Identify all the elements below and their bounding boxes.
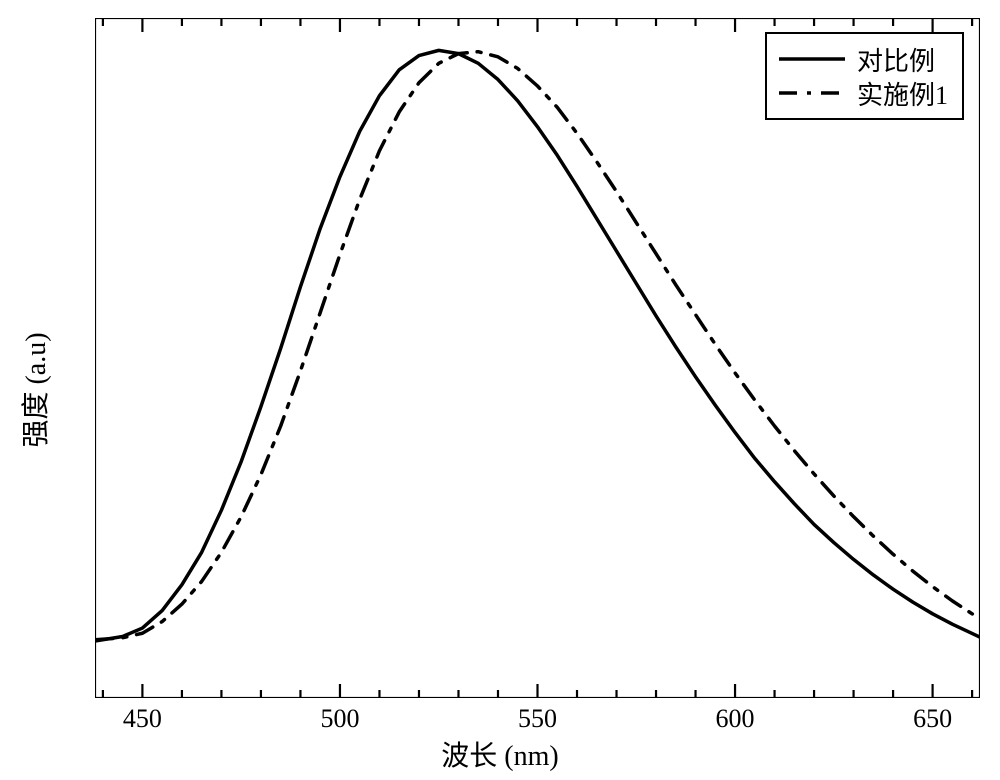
y-axis-label-text: 强度 (a.u) xyxy=(14,332,54,447)
legend-swatch xyxy=(777,47,847,71)
figure: 强度 (a.u) 波长 (nm) 对比例实施例1 450 500 550 600 650 xyxy=(0,0,1000,780)
legend-row: 实施例1 xyxy=(777,76,948,110)
x-tick-label: 650 xyxy=(913,704,952,734)
series-line xyxy=(95,50,980,641)
x-tick-label: 600 xyxy=(716,704,755,734)
y-axis-label: 强度 (a.u) xyxy=(14,0,54,780)
x-axis-label: 波长 (nm) xyxy=(0,734,1000,774)
legend: 对比例实施例1 xyxy=(765,32,964,120)
legend-label: 实施例1 xyxy=(857,75,948,112)
legend-swatch xyxy=(777,81,847,105)
legend-row: 对比例 xyxy=(777,42,948,76)
x-tick-label: 500 xyxy=(320,704,359,734)
legend-label: 对比例 xyxy=(857,41,935,78)
x-tick-label: 450 xyxy=(123,704,162,734)
plot-svg xyxy=(95,18,980,698)
x-axis-label-text: 波长 (nm) xyxy=(441,741,558,772)
plot-area: 对比例实施例1 xyxy=(95,18,980,698)
x-tick-label: 550 xyxy=(518,704,557,734)
series-line xyxy=(95,52,980,640)
